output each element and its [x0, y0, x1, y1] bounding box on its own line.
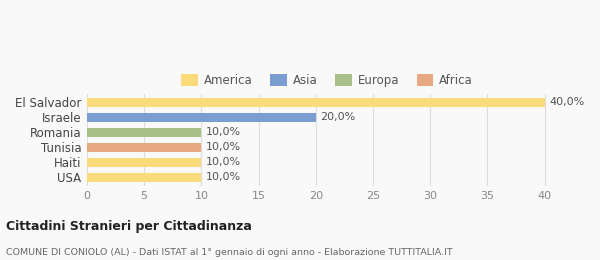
Text: 10,0%: 10,0% [206, 142, 241, 152]
Text: 40,0%: 40,0% [549, 98, 584, 107]
Bar [87, 128, 202, 137]
Text: 10,0%: 10,0% [206, 127, 241, 137]
Bar [87, 98, 545, 107]
Bar [87, 143, 202, 152]
Legend: America, Asia, Europa, Africa: America, Asia, Europa, Africa [181, 74, 473, 87]
Text: 10,0%: 10,0% [206, 172, 241, 182]
Bar [87, 173, 202, 182]
Text: COMUNE DI CONIOLO (AL) - Dati ISTAT al 1° gennaio di ogni anno - Elaborazione TU: COMUNE DI CONIOLO (AL) - Dati ISTAT al 1… [6, 248, 452, 257]
Text: Cittadini Stranieri per Cittadinanza: Cittadini Stranieri per Cittadinanza [6, 220, 252, 233]
Text: 20,0%: 20,0% [320, 112, 356, 122]
Bar [87, 113, 316, 122]
Text: 10,0%: 10,0% [206, 157, 241, 167]
Bar [87, 158, 202, 167]
